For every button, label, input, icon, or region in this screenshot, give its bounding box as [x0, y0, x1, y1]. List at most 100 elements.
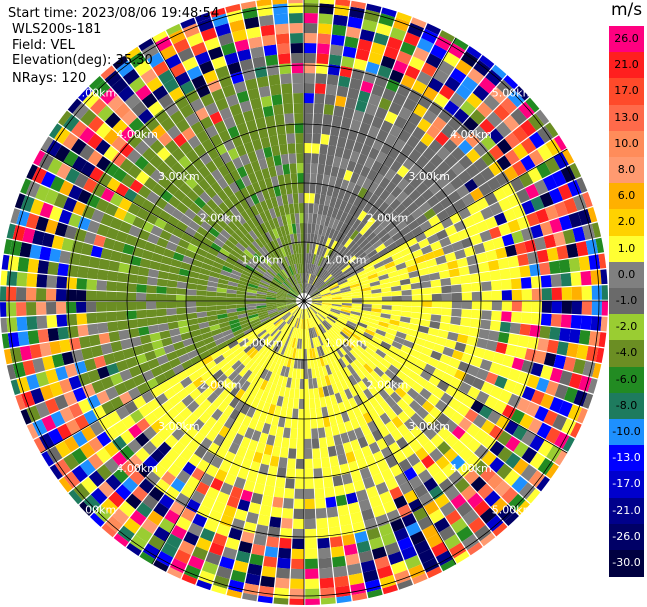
velocity-gate — [292, 307, 300, 316]
velocity-gate — [108, 260, 120, 272]
velocity-gate — [281, 283, 290, 291]
velocity-gate — [217, 164, 230, 177]
velocity-gate — [196, 365, 209, 377]
velocity-gate — [373, 332, 385, 341]
velocity-gate — [332, 338, 341, 348]
velocity-gate — [415, 447, 429, 461]
velocity-gate — [226, 297, 237, 301]
velocity-gate — [297, 283, 302, 294]
velocity-gate — [227, 221, 239, 232]
velocity-gate — [266, 434, 276, 446]
velocity-gate — [89, 420, 105, 437]
velocity-gate — [201, 387, 214, 399]
velocity-gate — [481, 151, 496, 167]
velocity-gate — [439, 84, 455, 100]
colorbar-label: 6.0 — [617, 189, 636, 203]
velocity-gate — [252, 107, 265, 120]
velocity-gate — [289, 387, 295, 399]
velocity-gate — [0, 286, 7, 301]
velocity-gate — [501, 290, 512, 301]
velocity-gate — [345, 553, 360, 566]
velocity-gate — [127, 164, 142, 179]
velocity-gate — [282, 235, 289, 246]
velocity-gate — [294, 478, 304, 489]
velocity-gate — [431, 293, 442, 301]
velocity-gate — [341, 329, 351, 338]
velocity-gate — [227, 340, 239, 349]
velocity-gate — [433, 68, 450, 85]
velocity-gate — [524, 239, 537, 253]
velocity-gate — [117, 320, 129, 331]
velocity-gate — [344, 377, 353, 389]
velocity-gate — [265, 475, 277, 487]
velocity-gate — [154, 217, 167, 230]
velocity-gate — [256, 305, 267, 309]
velocity-gate — [369, 495, 383, 509]
velocity-gate — [337, 167, 347, 180]
velocity-gate — [415, 359, 427, 370]
velocity-gate — [135, 170, 150, 185]
velocity-gate — [526, 374, 540, 389]
velocity-gate — [374, 555, 390, 570]
velocity-gate — [490, 280, 502, 291]
velocity-gate — [80, 476, 98, 494]
velocity-gate — [341, 302, 352, 306]
velocity-gate — [146, 76, 163, 93]
velocity-gate — [212, 396, 224, 409]
velocity-gate — [176, 281, 188, 289]
velocity-gate — [132, 485, 148, 502]
velocity-gate — [498, 197, 512, 212]
velocity-gate — [278, 457, 288, 469]
velocity-gate — [437, 426, 452, 441]
velocity-gate — [462, 215, 476, 228]
velocity-gate — [307, 318, 312, 329]
velocity-gate — [235, 388, 246, 400]
velocity-gate — [135, 526, 153, 543]
velocity-gate — [421, 307, 432, 314]
velocity-gate — [246, 298, 257, 301]
velocity-gate — [272, 329, 281, 339]
velocity-gate — [80, 109, 97, 127]
velocity-gate — [419, 201, 432, 214]
velocity-gate — [295, 308, 301, 318]
velocity-gate — [218, 74, 233, 89]
velocity-gate — [408, 323, 420, 332]
velocity-gate — [171, 382, 185, 394]
velocity-gate — [257, 288, 268, 294]
velocity-gate — [107, 95, 124, 112]
velocity-gate — [300, 358, 304, 369]
velocity-gate — [387, 551, 404, 566]
velocity-gate — [309, 317, 315, 328]
velocity-gate — [252, 322, 263, 330]
velocity-gate — [497, 257, 510, 270]
velocity-gate — [151, 339, 164, 350]
velocity-gate — [78, 86, 93, 102]
velocity-gate — [247, 286, 258, 292]
velocity-gate — [309, 348, 314, 359]
velocity-gate — [196, 306, 207, 313]
velocity-gate — [290, 289, 299, 296]
velocity-gate — [488, 457, 505, 473]
velocity-gate — [284, 417, 292, 429]
velocity-gate — [381, 296, 392, 301]
velocity-gate — [105, 515, 123, 533]
velocity-gate — [266, 536, 280, 548]
velocity-gate — [331, 301, 342, 303]
velocity-gate — [476, 368, 489, 381]
velocity-gate — [520, 312, 532, 324]
velocity-gate — [259, 331, 269, 340]
velocity-gate — [248, 258, 259, 267]
velocity-gate — [254, 202, 264, 214]
velocity-gate — [342, 250, 352, 260]
velocity-gate — [419, 220, 432, 232]
velocity-gate — [149, 332, 162, 342]
velocity-gate — [309, 183, 316, 194]
velocity-gate — [549, 218, 563, 234]
velocity-gate — [359, 279, 370, 286]
velocity-gate — [217, 412, 229, 426]
velocity-gate — [551, 301, 562, 314]
velocity-gate — [292, 327, 297, 338]
velocity-gate — [376, 228, 388, 240]
velocity-gate — [451, 425, 466, 440]
velocity-gate — [46, 315, 58, 328]
